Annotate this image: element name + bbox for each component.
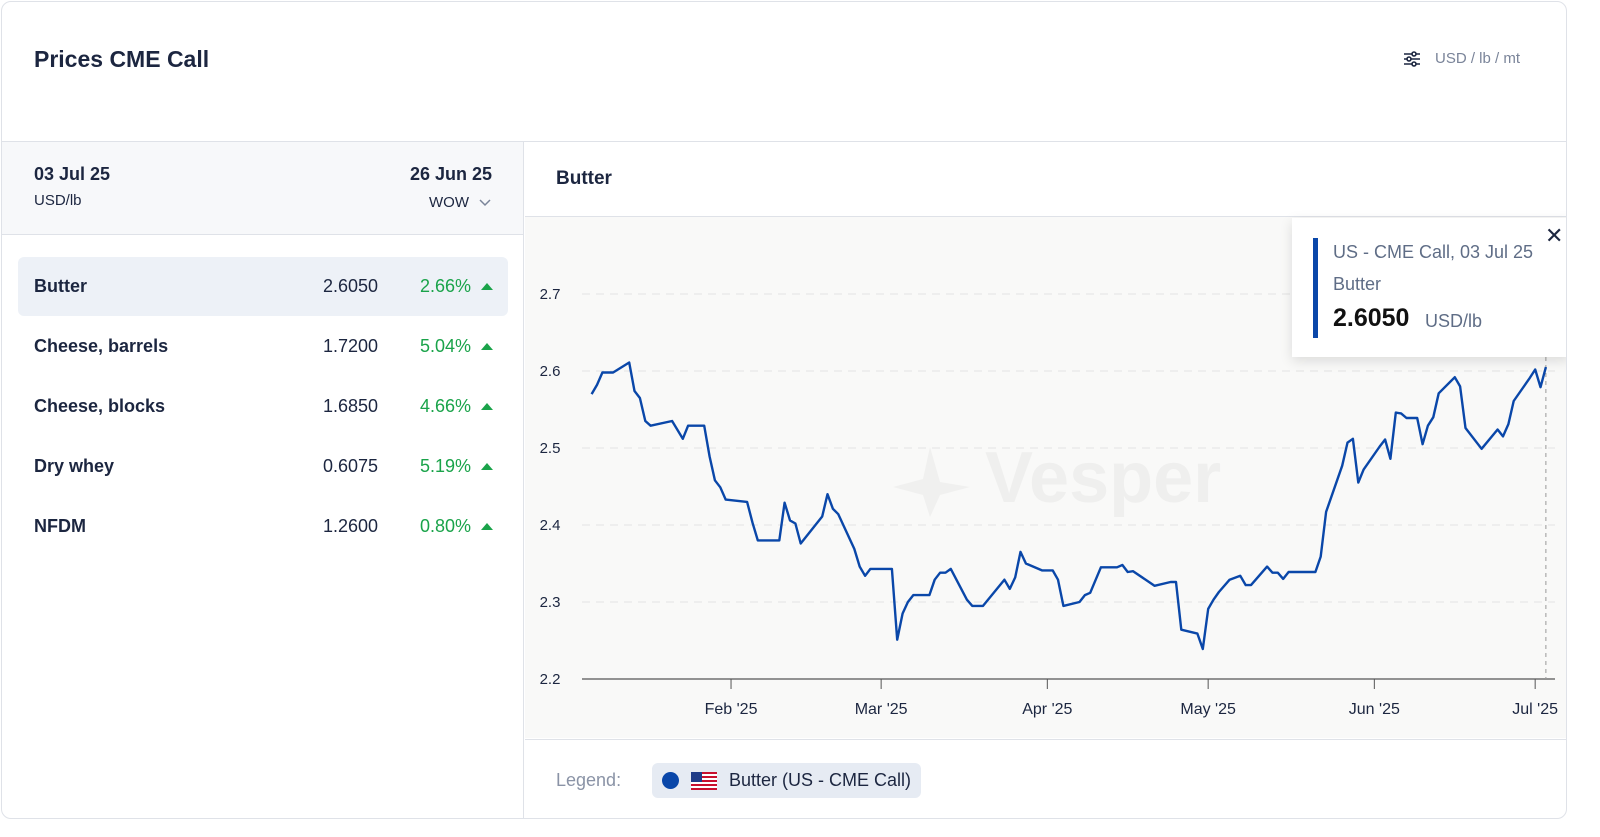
price-change: 0.80% (419, 516, 471, 536)
y-tick-label: 2.3 (540, 594, 561, 611)
price-list-panel: 03 Jul 25 USD/lb 26 Jun 25 WOW Butter 2.6… (2, 142, 524, 818)
series-dot-icon (662, 772, 679, 789)
price-row[interactable]: Cheese, barrels 1.7200 5.04% (18, 317, 508, 376)
compare-mode-label: WOW (429, 194, 469, 211)
up-arrow-icon (481, 523, 493, 530)
y-tick-label: 2.5 (540, 440, 561, 457)
price-change: 5.19% (419, 456, 471, 476)
product-price: 1.2600 (322, 516, 378, 536)
product-name: NFDM (34, 516, 86, 536)
price-row[interactable]: Butter 2.6050 2.66% (18, 257, 508, 316)
legend-label: Legend: (556, 770, 622, 790)
product-price: 2.6050 (322, 276, 378, 296)
product-price: 1.6850 (322, 396, 378, 416)
divider (2, 141, 1566, 142)
us-flag-icon (691, 771, 717, 790)
watermark-star-icon (893, 447, 970, 517)
y-tick-label: 2.4 (540, 517, 561, 534)
sliders-icon (1403, 50, 1420, 67)
y-tick-label: 2.6 (540, 363, 561, 380)
price-change: 2.66% (419, 276, 471, 296)
up-arrow-icon (481, 403, 493, 410)
legend-item-butter[interactable]: Butter (US - CME Call) (652, 763, 922, 798)
tooltip-unit: USD/lb (1425, 311, 1483, 331)
price-change: 4.66% (419, 396, 471, 416)
tooltip-series: US - CME Call, 03 Jul 25 (1333, 242, 1534, 262)
product-name: Dry whey (34, 456, 115, 476)
up-arrow-icon (481, 343, 493, 350)
price-list-header: 03 Jul 25 USD/lb 26 Jun 25 WOW (2, 142, 523, 235)
up-arrow-icon (481, 463, 493, 470)
product-price: 1.7200 (322, 336, 378, 356)
chart-svg: Vesper 2.2 2.3 2.4 2.5 2.6 2.7 Feb '25 Mar '25 Ap… (540, 286, 1559, 718)
product-name: Cheese, barrels (34, 336, 169, 356)
chart-legend: Legend: Butter (US - CME Call) (525, 739, 1566, 818)
current-date: 03 Jul 25 (34, 164, 111, 184)
page-title: Prices CME Call (34, 46, 210, 72)
units-selector[interactable]: USD / lb / mt (1403, 50, 1520, 67)
tooltip-series-bar (1313, 238, 1318, 338)
chart-panel: Butter Vesper 2.2 2.3 2.4 2.5 2.6 2.7 Feb '25 Ma… (525, 142, 1566, 818)
price-row[interactable]: NFDM 1.2600 0.80% (18, 497, 508, 556)
price-row[interactable]: Cheese, blocks 1.6850 4.66% (18, 377, 508, 436)
y-tick-label: 2.2 (540, 671, 561, 688)
x-tick-label: Apr '25 (1022, 701, 1072, 718)
price-change: 5.04% (419, 336, 471, 356)
prices-card: Prices CME Call USD / lb / mt 03 Jul 25 … (1, 1, 1567, 819)
tooltip-value: 2.6050 (1333, 304, 1410, 332)
legend-item-label: Butter (US - CME Call) (729, 770, 912, 790)
x-tick-label: Feb '25 (705, 701, 758, 718)
butter-price-line (590, 361, 1548, 651)
watermark: Vesper (985, 438, 1221, 518)
x-tick-label: Jun '25 (1349, 701, 1400, 718)
tooltip-product: Butter (1333, 274, 1382, 294)
price-row[interactable]: Dry whey 0.6075 5.19% (18, 437, 508, 496)
x-tick-label: Jul '25 (1512, 701, 1558, 718)
x-tick-label: May '25 (1180, 701, 1236, 718)
product-name: Cheese, blocks (34, 396, 166, 416)
compare-mode-dropdown[interactable]: WOW (429, 194, 491, 211)
chart-tooltip: US - CME Call, 03 Jul 25 Butter 2.6050 U… (1292, 218, 1566, 357)
y-tick-label: 2.7 (540, 286, 561, 303)
units-label: USD / lb / mt (1434, 50, 1520, 67)
up-arrow-icon (481, 283, 493, 290)
compare-date: 26 Jun 25 (409, 164, 492, 184)
close-tooltip-icon[interactable]: ✕ (1545, 223, 1564, 248)
chart-title: Butter (556, 168, 612, 189)
product-price: 0.6075 (322, 456, 378, 476)
chevron-down-icon (479, 198, 491, 206)
product-name: Butter (34, 276, 87, 296)
unit-label: USD/lb (34, 192, 82, 209)
x-tick-label: Mar '25 (855, 701, 908, 718)
